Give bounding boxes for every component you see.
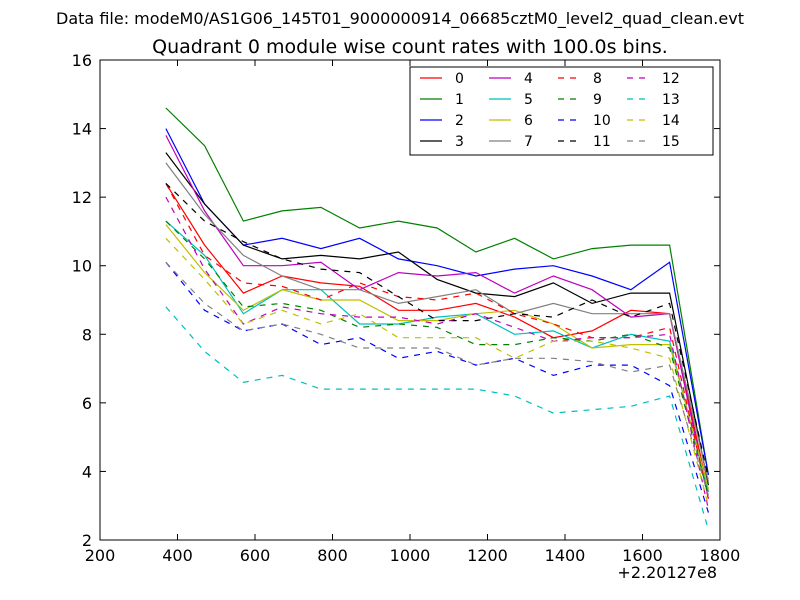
x-tick-label: 600	[240, 546, 271, 565]
series-line-6	[165, 224, 709, 489]
series-line-8	[165, 183, 709, 500]
legend-label-0: 0	[455, 71, 464, 87]
legend-label-8: 8	[593, 71, 602, 87]
legend-label-12: 12	[662, 71, 680, 87]
legend-label-14: 14	[662, 113, 680, 129]
x-tick-label: 800	[317, 546, 348, 565]
x-tick-label: 1200	[467, 546, 508, 565]
legend-label-10: 10	[593, 113, 611, 129]
y-tick-label: 8	[82, 325, 92, 344]
legend-label-5: 5	[524, 92, 533, 108]
series-line-7	[165, 162, 709, 482]
x-tick-label: 400	[162, 546, 193, 565]
axes-layer: 200 400 600 800 1000 1200 1400 1600 180024681012…	[72, 51, 741, 565]
legend-label-6: 6	[524, 113, 533, 129]
legend-label-13: 13	[662, 92, 680, 108]
series-line-4	[165, 135, 709, 500]
legend-label-11: 11	[593, 134, 611, 150]
y-tick-label: 2	[82, 531, 92, 550]
series-layer	[165, 107, 709, 530]
legend-label-2: 2	[455, 113, 464, 129]
series-line-13	[165, 306, 709, 530]
x-tick-label: 200	[85, 546, 116, 565]
x-tick-label: 1800	[700, 546, 741, 565]
series-line-0	[165, 183, 709, 493]
y-tick-label: 14	[72, 120, 92, 139]
legend-label-1: 1	[455, 92, 464, 108]
series-line-3	[165, 152, 709, 486]
series-line-14	[165, 237, 709, 506]
series-line-9	[165, 220, 709, 496]
series-line-10	[165, 261, 709, 513]
chart-suptitle: Data file: modeM0/AS1G06_145T01_90000009…	[56, 9, 744, 29]
legend-box	[409, 66, 714, 156]
x-tick-label: 1000	[390, 546, 431, 565]
y-tick-label: 12	[72, 188, 92, 207]
legend-label-3: 3	[455, 134, 464, 150]
y-tick-label: 16	[72, 51, 92, 70]
series-line-15	[165, 261, 709, 496]
x-tick-label: 1600	[622, 546, 663, 565]
legend-label-9: 9	[593, 92, 602, 108]
series-line-1	[165, 107, 709, 475]
legend-label-15: 15	[662, 134, 680, 150]
y-tick-label: 6	[82, 394, 92, 413]
y-tick-label: 4	[82, 462, 92, 481]
y-tick-label: 10	[72, 257, 92, 276]
series-line-2	[165, 128, 709, 476]
legend-label-4: 4	[524, 71, 533, 87]
series-line-5	[165, 220, 709, 493]
x-offset-label: +2.20127e8	[617, 563, 717, 582]
series-line-11	[165, 182, 709, 479]
chart-title: Quadrant 0 module wise count rates with …	[152, 36, 668, 58]
legend-label-7: 7	[524, 134, 533, 150]
x-tick-label: 1400	[545, 546, 586, 565]
